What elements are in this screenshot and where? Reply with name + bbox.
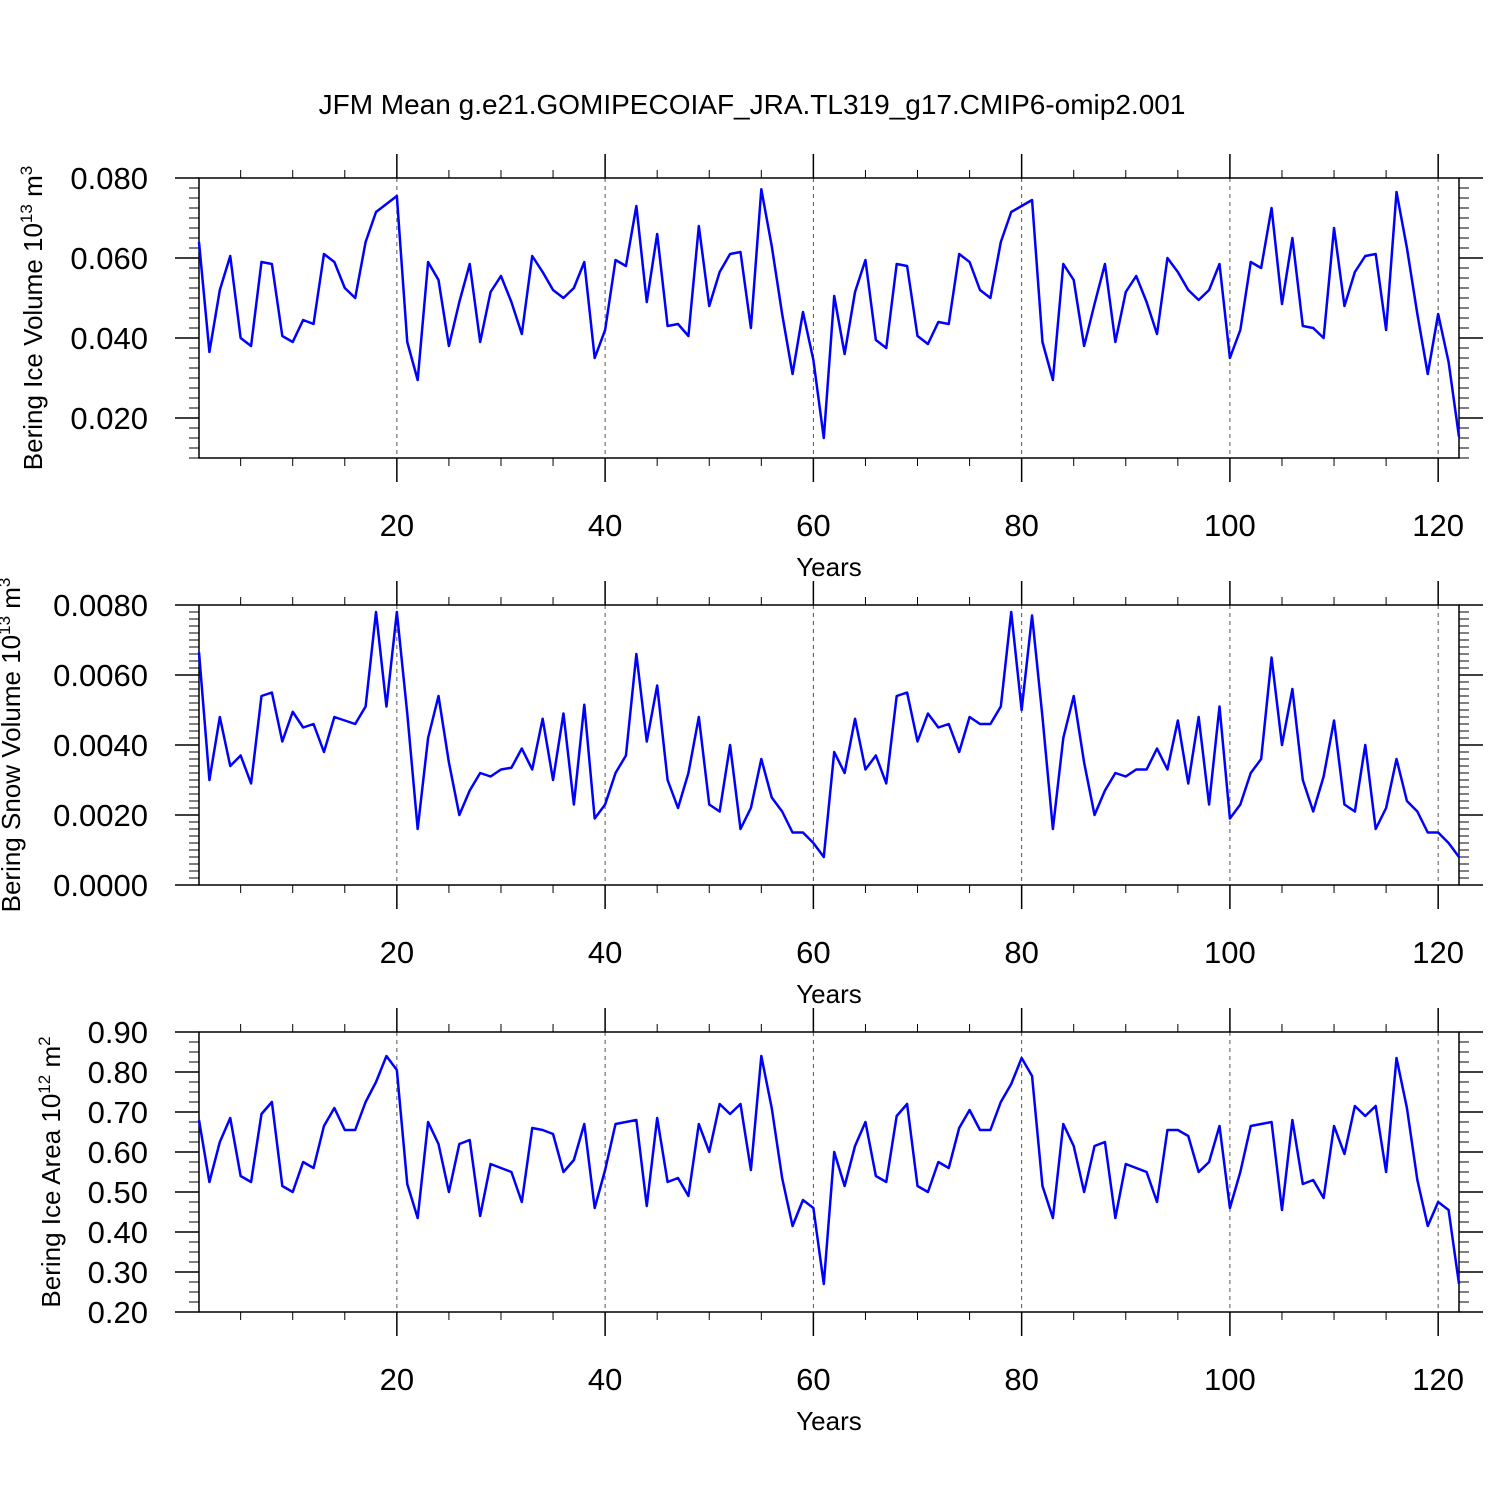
series-line-ice-area — [197, 1054, 1461, 1286]
x-tick-label: 120 — [1412, 508, 1464, 543]
x-tick-label: 20 — [380, 935, 414, 970]
x-tick-label: 40 — [588, 1362, 622, 1397]
x-tick-label: 20 — [380, 508, 414, 543]
x-tick-label: 100 — [1204, 508, 1256, 543]
plot-frame — [198, 177, 1460, 459]
x-tick-label: 100 — [1204, 1362, 1256, 1397]
y-tick-label: 0.020 — [70, 401, 148, 436]
y-tick-label: 0.30 — [88, 1255, 148, 1290]
y-tick-label: 0.0040 — [53, 728, 148, 763]
x-tick-label: 80 — [1004, 508, 1038, 543]
panel-snow-volume: 20 40 60 80 100 120 0.0000 0.0020 0.0040 0.0060 0.… — [0, 578, 1483, 1009]
y-tick-label: 0.80 — [88, 1055, 148, 1090]
panel-ice-area: 20 40 60 80 100 120 0.20 0.30 0.40 0.50 0.60 0.70 0.… — [35, 1008, 1483, 1436]
x-tick-label: 120 — [1412, 1362, 1464, 1397]
y-axis-label: Bering Snow Volume 1013 m3 — [0, 578, 26, 913]
y-tick-label: 0.60 — [88, 1135, 148, 1170]
chart-title: JFM Mean g.e21.GOMIPECOIAF_JRA.TL319_g17… — [319, 89, 1186, 120]
y-tick-label: 0.90 — [88, 1015, 148, 1050]
y-tick-label: 0.20 — [88, 1295, 148, 1330]
y-tick-label: 0.50 — [88, 1175, 148, 1210]
x-tick-label: 20 — [380, 1362, 414, 1397]
x-tick-label: 60 — [796, 508, 830, 543]
plot-frame — [198, 604, 1460, 886]
y-axis-label: Bering Ice Volume 1013 m3 — [17, 166, 48, 470]
x-tick-label: 40 — [588, 935, 622, 970]
y-tick-label: 0.70 — [88, 1095, 148, 1130]
y-tick-label: 0.0000 — [53, 868, 148, 903]
x-axis-label: Years — [796, 1406, 862, 1436]
x-tick-label: 60 — [796, 935, 830, 970]
y-tick-label: 0.0060 — [53, 658, 148, 693]
series-line-ice-volume — [197, 187, 1461, 440]
x-tick-label: 60 — [796, 1362, 830, 1397]
x-tick-label: 100 — [1204, 935, 1256, 970]
y-tick-label: 0.40 — [88, 1215, 148, 1250]
panel-ice-volume: 20 40 60 80 100 120 0.020 0.040 0.060 0.080 Years B… — [17, 154, 1483, 582]
x-axis-label: Years — [796, 552, 862, 582]
y-tick-label: 0.0080 — [53, 588, 148, 623]
series-line-snow-volume — [197, 610, 1461, 859]
plot-frame — [198, 1031, 1460, 1313]
x-axis-label: Years — [796, 979, 862, 1009]
y-tick-label: 0.040 — [70, 321, 148, 356]
y-axis-label: Bering Ice Area 1012 m2 — [35, 1036, 66, 1307]
x-tick-label: 40 — [588, 508, 622, 543]
y-tick-label: 0.080 — [70, 161, 148, 196]
x-tick-label: 80 — [1004, 1362, 1038, 1397]
y-tick-label: 0.060 — [70, 241, 148, 276]
x-tick-label: 80 — [1004, 935, 1038, 970]
y-tick-label: 0.0020 — [53, 798, 148, 833]
x-tick-label: 120 — [1412, 935, 1464, 970]
